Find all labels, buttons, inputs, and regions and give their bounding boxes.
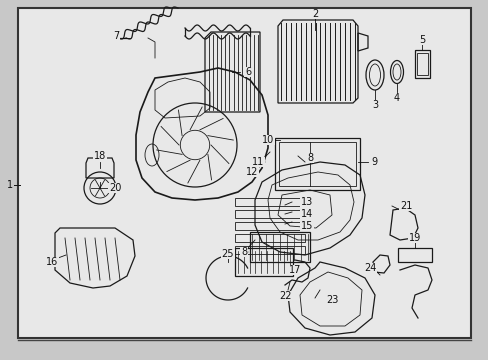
- Text: 17: 17: [288, 265, 301, 275]
- Text: 24: 24: [363, 263, 375, 273]
- Text: 21: 21: [399, 201, 411, 211]
- Text: 23: 23: [325, 295, 338, 305]
- Text: 15: 15: [300, 221, 312, 231]
- Text: 18: 18: [94, 151, 106, 161]
- Text: 19: 19: [408, 233, 420, 243]
- Text: 5: 5: [418, 35, 424, 45]
- Text: 11: 11: [251, 157, 264, 167]
- Text: 9: 9: [370, 157, 376, 167]
- Text: 2: 2: [311, 9, 318, 19]
- Text: 16: 16: [46, 257, 58, 267]
- FancyBboxPatch shape: [18, 8, 470, 338]
- Text: 7: 7: [113, 31, 119, 41]
- Text: 25: 25: [221, 249, 234, 259]
- Text: 3: 3: [371, 100, 377, 110]
- Text: 12: 12: [245, 167, 258, 177]
- Text: 8: 8: [306, 153, 312, 163]
- Text: 4: 4: [393, 93, 399, 103]
- Text: 10: 10: [262, 135, 274, 145]
- Text: 1: 1: [7, 180, 13, 190]
- Text: 22: 22: [278, 291, 291, 301]
- Text: 6: 6: [244, 67, 250, 77]
- Text: 13: 13: [300, 197, 312, 207]
- Text: 20: 20: [109, 183, 121, 193]
- Text: 14: 14: [300, 209, 312, 219]
- Text: 8: 8: [241, 247, 246, 257]
